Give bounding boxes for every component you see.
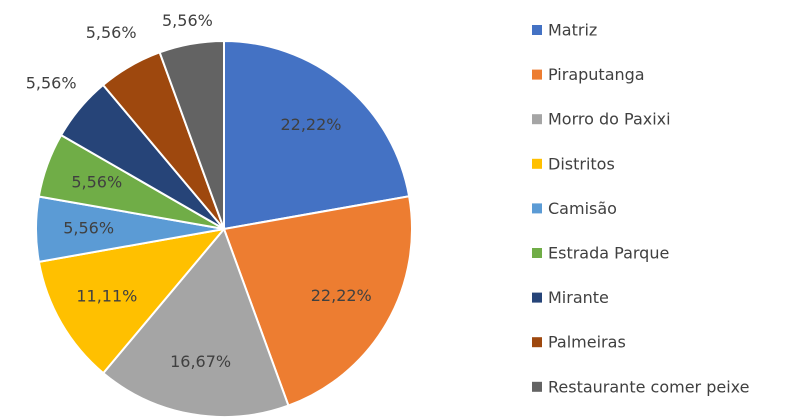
data-label: 5,56% (63, 219, 114, 238)
legend-label: Morro do Paxixi (548, 110, 671, 129)
legend-label: Palmeiras (548, 333, 626, 352)
legend-swatch (532, 292, 542, 303)
data-label: 22,22% (311, 286, 372, 305)
legend-swatch (532, 69, 542, 80)
legend-label: Piraputanga (548, 65, 645, 84)
data-label: 5,56% (26, 74, 77, 93)
legend-label: Camisão (548, 199, 617, 218)
legend-label: Matriz (548, 21, 597, 40)
pie-slice (158, 39, 225, 230)
data-label: 5,56% (86, 23, 137, 42)
pie-slice (223, 39, 411, 231)
pie-slice (222, 195, 413, 407)
legend-swatch (532, 114, 542, 125)
legend-swatch (532, 381, 542, 392)
data-label: 5,56% (162, 11, 213, 30)
data-label: 16,67% (170, 352, 231, 371)
legend-label: Restaurante comer peixe (548, 377, 749, 396)
pie-slice (101, 227, 290, 418)
legend-label: Distritos (548, 154, 615, 173)
pie-slice (37, 227, 227, 375)
legend-swatch (532, 158, 542, 169)
legend-swatch (532, 25, 542, 35)
legend-swatch (532, 203, 542, 214)
legend-swatch (532, 248, 542, 258)
data-label: 22,22% (280, 115, 341, 134)
data-label: 11,11% (76, 286, 137, 305)
legend-label: Estrada Parque (548, 244, 669, 263)
legend-swatch (532, 337, 542, 348)
legend-label: Mirante (548, 288, 609, 307)
data-label: 5,56% (71, 172, 122, 191)
